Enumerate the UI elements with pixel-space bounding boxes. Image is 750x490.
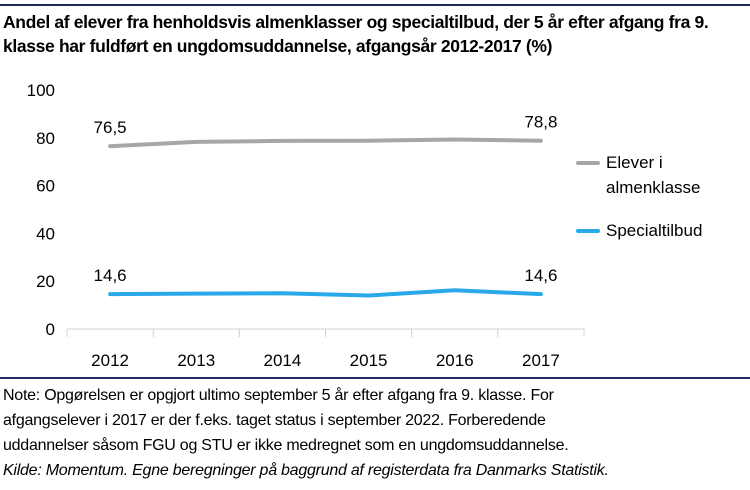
x-tick-label: 2016 (436, 351, 474, 370)
x-tick-label: 2014 (264, 351, 302, 370)
y-axis: 0 20 40 60 80 100 (27, 81, 55, 339)
series-layer (108, 137, 543, 298)
legend-label-line: Elever i (606, 153, 663, 172)
data-label: 76,5 (94, 118, 127, 137)
legend-label: Elever i almenklasse (606, 150, 701, 200)
x-tick-label: 2015 (350, 351, 388, 370)
legend-line-icon (576, 161, 600, 165)
legend-item: Elever i almenklasse (576, 150, 746, 200)
data-label: 14,6 (94, 266, 127, 285)
y-tick-label: 20 (36, 272, 55, 291)
note-line-3: uddannelser såsom FGU og STU er ikke med… (3, 437, 569, 454)
legend-label: Specialtilbud (606, 218, 702, 243)
note-line-2: afgangselever i 2017 er der f.eks. taget… (3, 412, 546, 429)
x-tick-label: 2012 (91, 351, 129, 370)
line-chart: 0 20 40 60 80 100 2012 2013 2014 2015 2016 2017 76… (27, 81, 585, 370)
legend-item: Specialtilbud (576, 218, 746, 243)
y-tick-label: 80 (36, 129, 55, 148)
data-label: 14,6 (524, 266, 557, 285)
note-line-1: Note: Opgørelsen er opgjort ultimo septe… (3, 387, 554, 404)
legend-line-icon (576, 229, 600, 233)
y-tick-label: 0 (46, 320, 55, 339)
x-tick-label: 2013 (177, 351, 215, 370)
data-label: 78,8 (524, 113, 557, 132)
chart-title: Andel af elever fra henholdsvis almenkla… (3, 12, 709, 56)
x-axis: 2012 2013 2014 2015 2016 2017 (66, 328, 585, 370)
chart-note: Note: Opgørelsen er opgjort ultimo septe… (3, 383, 748, 483)
source-line: Kilde: Momentum. Egne beregninger på bag… (3, 462, 609, 479)
y-tick-label: 60 (36, 177, 55, 196)
top-rule (0, 4, 750, 6)
legend-label-line: Specialtilbud (606, 221, 703, 240)
bottom-rule (0, 377, 750, 379)
data-labels: 76,5 78,8 14,6 14,6 (94, 113, 558, 285)
legend: Elever i almenklasse Specialtilbud (576, 150, 746, 261)
y-tick-label: 40 (36, 224, 55, 243)
series-line-2 (108, 288, 543, 298)
series-line-1 (108, 137, 543, 149)
legend-label-line: almenklasse (606, 178, 701, 197)
x-tick-label: 2017 (522, 351, 560, 370)
y-tick-label: 100 (27, 81, 55, 100)
